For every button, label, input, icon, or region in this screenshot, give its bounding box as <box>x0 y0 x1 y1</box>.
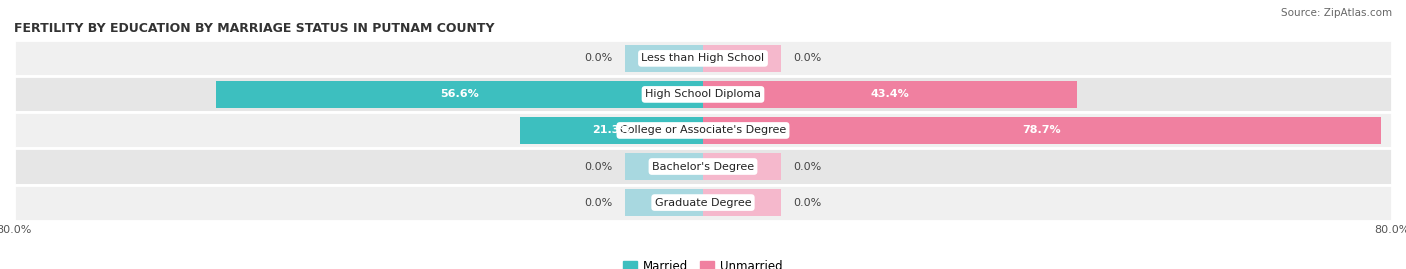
Bar <box>215 81 703 108</box>
Text: 0.0%: 0.0% <box>793 197 821 208</box>
Text: 0.0%: 0.0% <box>793 53 821 63</box>
Bar <box>703 153 780 180</box>
Text: FERTILITY BY EDUCATION BY MARRIAGE STATUS IN PUTNAM COUNTY: FERTILITY BY EDUCATION BY MARRIAGE STATU… <box>14 22 495 35</box>
Text: 78.7%: 78.7% <box>1022 125 1062 136</box>
Text: 0.0%: 0.0% <box>793 161 821 172</box>
Bar <box>520 117 703 144</box>
Bar <box>703 81 1077 108</box>
Text: 0.0%: 0.0% <box>585 53 613 63</box>
Bar <box>626 153 703 180</box>
Text: 43.4%: 43.4% <box>870 89 910 100</box>
Text: Source: ZipAtlas.com: Source: ZipAtlas.com <box>1281 8 1392 18</box>
Bar <box>14 76 1392 112</box>
Text: 0.0%: 0.0% <box>585 161 613 172</box>
Bar <box>703 117 1381 144</box>
Text: 56.6%: 56.6% <box>440 89 478 100</box>
Legend: Married, Unmarried: Married, Unmarried <box>619 255 787 269</box>
Bar <box>703 45 780 72</box>
Bar <box>14 40 1392 76</box>
Text: High School Diploma: High School Diploma <box>645 89 761 100</box>
Bar <box>626 45 703 72</box>
Bar <box>626 189 703 216</box>
Text: Bachelor's Degree: Bachelor's Degree <box>652 161 754 172</box>
Bar <box>703 189 780 216</box>
Text: Less than High School: Less than High School <box>641 53 765 63</box>
Text: Graduate Degree: Graduate Degree <box>655 197 751 208</box>
Bar <box>14 185 1392 221</box>
Text: College or Associate's Degree: College or Associate's Degree <box>620 125 786 136</box>
Bar <box>14 148 1392 185</box>
Text: 0.0%: 0.0% <box>585 197 613 208</box>
Bar <box>14 112 1392 148</box>
Text: 21.3%: 21.3% <box>592 125 630 136</box>
